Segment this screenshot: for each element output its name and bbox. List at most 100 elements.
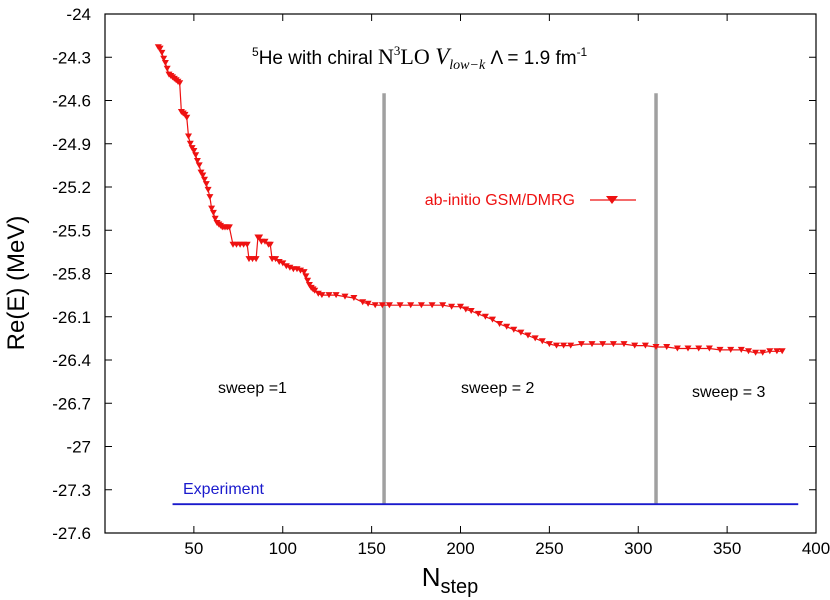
data-point (378, 302, 386, 309)
data-point (332, 292, 340, 299)
data-point (208, 205, 216, 212)
data-point (206, 194, 214, 201)
legend-label: ab-initio GSM/DMRG (425, 192, 575, 209)
data-point (183, 114, 191, 121)
data-point (396, 302, 404, 309)
data-point (302, 273, 310, 280)
data-point (524, 332, 532, 339)
data-point (778, 348, 786, 355)
data-point (209, 209, 217, 216)
data-point (311, 287, 319, 294)
y-tick-label: -26.4 (52, 351, 91, 370)
data-point (517, 329, 525, 336)
data-point (773, 348, 781, 355)
data-point (304, 277, 312, 284)
y-axis-label: Re(E) (MeV) (3, 216, 30, 351)
data-point (190, 148, 198, 154)
data-point (279, 260, 287, 267)
data-point (737, 346, 745, 353)
data-point (192, 152, 200, 159)
data-point (176, 80, 184, 87)
x-tick-label: 150 (357, 539, 385, 558)
y-tick-label: -27.6 (52, 524, 91, 543)
data-point (553, 342, 560, 349)
data-point (503, 323, 511, 330)
y-tick-label: -24.3 (52, 48, 91, 67)
data-point (385, 302, 393, 309)
y-tick-label: -25.2 (52, 178, 91, 197)
data-point (663, 344, 671, 350)
data-point (567, 342, 575, 349)
sweep-1-label: sweep =1 (218, 380, 287, 397)
y-tick-label: -27.3 (52, 481, 91, 500)
y-tick-label: -24.6 (52, 92, 91, 111)
data-point (350, 295, 358, 301)
data-point (577, 341, 585, 348)
y-tick-label: -25.5 (52, 221, 91, 240)
data-point (204, 186, 212, 193)
y-tick-label: -24.9 (52, 135, 91, 154)
data-point (341, 293, 349, 300)
data-point (560, 342, 568, 349)
data-point (359, 299, 367, 306)
data-point (631, 342, 639, 349)
sweep-2-label: sweep = 2 (461, 380, 534, 397)
data-point (652, 344, 660, 350)
data-point (695, 345, 703, 352)
data-point (186, 140, 194, 147)
data-point (407, 302, 415, 309)
data-point (496, 321, 504, 327)
sweep-3-label: sweep = 3 (692, 384, 765, 401)
data-point (160, 55, 168, 62)
x-tick-label: 250 (535, 539, 563, 558)
data-point (759, 349, 767, 356)
data-point (462, 306, 470, 313)
chart-title: 5He with chiral N3LO Vlow−k Λ = 1.9 fm-1 (252, 43, 588, 73)
data-point (684, 345, 692, 352)
x-tick-label: 100 (269, 539, 297, 558)
data-point (195, 162, 203, 169)
data-point (185, 133, 192, 140)
data-point (225, 224, 233, 231)
x-tick-label: 350 (713, 539, 741, 558)
data-point (325, 292, 333, 299)
data-point (716, 346, 724, 353)
data-point (256, 234, 264, 241)
data-point (163, 65, 171, 72)
data-point (474, 310, 482, 317)
data-point (428, 302, 436, 309)
data-point (272, 256, 280, 263)
data-point (673, 345, 681, 352)
data-point (705, 345, 713, 352)
data-point (439, 302, 447, 309)
plot-frame (104, 13, 817, 534)
data-point (766, 348, 774, 355)
x-tick-label: 200 (446, 539, 474, 558)
data-point (156, 45, 164, 52)
data-point (199, 172, 207, 179)
data-point (588, 341, 596, 348)
data-point (318, 292, 326, 299)
data-point (202, 181, 210, 188)
data-point (211, 215, 219, 222)
data-point (243, 241, 251, 248)
data-point (201, 176, 208, 183)
data-point (371, 302, 379, 309)
data-point (193, 158, 201, 164)
y-tick-label: -25.8 (52, 265, 91, 284)
data-point (620, 341, 628, 348)
legend-marker (590, 196, 636, 204)
data-point (510, 326, 518, 333)
data-point (457, 303, 464, 310)
data-point (266, 241, 274, 248)
data-point (252, 256, 260, 263)
data-point (417, 302, 425, 309)
data-point (467, 308, 475, 314)
data-point (609, 341, 617, 348)
data-point (489, 316, 496, 323)
data-point (364, 300, 372, 307)
y-tick-label: -27 (66, 438, 91, 457)
data-point (727, 346, 735, 353)
data-point (161, 60, 169, 66)
